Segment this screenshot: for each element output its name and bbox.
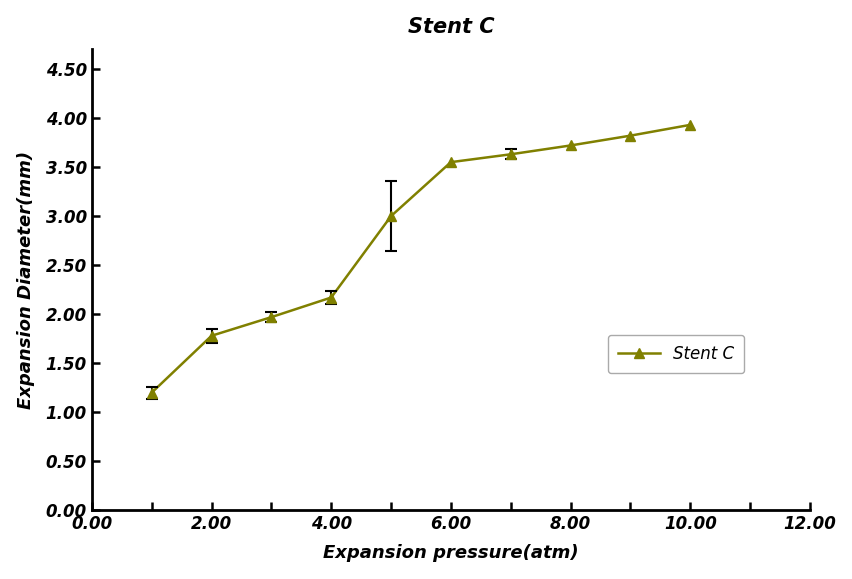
Title: Stent C: Stent C [407, 17, 493, 36]
X-axis label: Expansion pressure(atm): Expansion pressure(atm) [323, 544, 578, 562]
Y-axis label: Expansion Diameter(mm): Expansion Diameter(mm) [17, 151, 35, 409]
Legend: Stent C: Stent C [607, 335, 743, 373]
